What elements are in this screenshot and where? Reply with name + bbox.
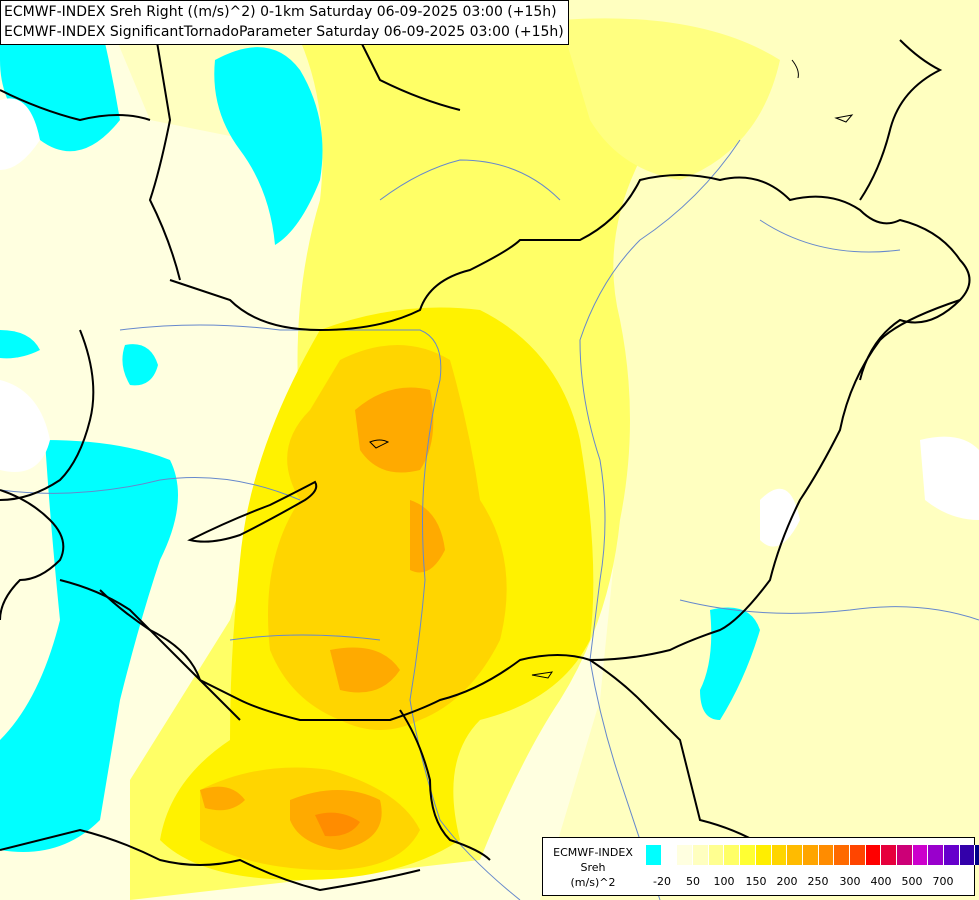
legend-swatch: [646, 845, 662, 865]
dark-orange-zone: [315, 812, 360, 837]
border-slovakia: [148, 0, 181, 281]
border-croatia: [59, 579, 241, 721]
legend-tick-label: 200: [776, 875, 798, 888]
border-bosnia: [0, 828, 421, 892]
river-tisza: [579, 139, 741, 900]
legend-swatch: [677, 845, 694, 865]
white-zone-southwest: [0, 380, 50, 472]
legend-unit: (m/s)^2: [570, 876, 616, 889]
lake-small-1: [369, 439, 390, 449]
legend-swatch: [818, 845, 835, 865]
color-legend: ECMWF-INDEX Sreh (m/s)^2 -20 50 100 150 200 2…: [542, 837, 979, 896]
legend-swatch: [849, 845, 866, 865]
legend-swatch: [881, 845, 897, 865]
legend-swatch: [661, 845, 678, 865]
legend-tick-label: 700: [932, 875, 954, 888]
legend-swatch: [928, 845, 945, 865]
orange-zone-southwest-small: [200, 786, 245, 811]
legend-tick-label: 500: [901, 875, 923, 888]
lake-small-4: [791, 59, 799, 79]
legend-swatch: [912, 845, 929, 865]
border-hungary: [99, 174, 971, 722]
white-zone-east: [920, 436, 979, 520]
border-romania-serbia: [589, 659, 771, 851]
legend-tick-label: 50: [686, 875, 700, 888]
legend-ticks: -20 50 100 150 200 250 300 400 500 700: [646, 875, 971, 889]
lake-small-3: [834, 114, 854, 123]
map-title: ECMWF-INDEX Sreh Right ((m/s)^2) 0-1km S…: [0, 0, 569, 45]
legend-tick-label: 400: [870, 875, 892, 888]
map-title-line-1: ECMWF-INDEX Sreh Right ((m/s)^2) 0-1km S…: [4, 4, 557, 20]
river-southeast: [679, 599, 979, 621]
river-south: [229, 634, 381, 641]
legend-swatch: [944, 845, 960, 865]
legend-swatch: [724, 845, 741, 865]
orange-zone-center: [410, 500, 445, 573]
legend-swatch: [834, 845, 850, 865]
pale-yellow-zone-east: [540, 60, 979, 900]
border-austria: [0, 89, 151, 122]
legend-swatch: [740, 845, 756, 865]
legend-swatch: [708, 845, 725, 865]
cyan-zone-small: [122, 344, 158, 386]
legend-swatch: [975, 845, 979, 865]
legend-swatch: [865, 845, 882, 865]
legend-swatches: [646, 845, 979, 865]
white-zone-southeast: [760, 488, 800, 547]
legend-tick-label: 300: [839, 875, 861, 888]
legend-tick-label: 150: [745, 875, 767, 888]
border-slovenia: [0, 489, 65, 621]
lake-outlines: [369, 59, 854, 679]
legend-swatch: [897, 845, 913, 865]
border-ukraine: [859, 39, 943, 201]
legend-swatch: [787, 845, 803, 865]
gold-zone: [268, 345, 507, 730]
border-romania: [859, 299, 961, 381]
cyan-zone-southwest: [0, 440, 178, 852]
legend-tick-label: 100: [713, 875, 735, 888]
border-serbia: [399, 709, 491, 861]
map-title-line-2: ECMWF-INDEX SignificantTornadoParameter …: [4, 24, 564, 40]
yellow-zone-north-lobe: [560, 18, 780, 181]
orange-zone-southwest: [330, 647, 400, 693]
legend-swatch: [802, 845, 819, 865]
cyan-zone-southeast: [700, 607, 760, 720]
legend-tick-label: -20: [653, 875, 671, 888]
legend-tick-label: 250: [807, 875, 829, 888]
lake-small-2: [531, 671, 554, 679]
legend-swatch: [771, 845, 788, 865]
border-west: [0, 329, 95, 501]
cyan-zone-west-mid: [0, 330, 40, 359]
legend-variable: Sreh: [580, 861, 606, 874]
river-west: [0, 477, 301, 501]
legend-title: ECMWF-INDEX: [553, 846, 633, 859]
lake-balaton: [187, 480, 318, 543]
cyan-zone-north: [214, 47, 323, 246]
river-east: [759, 219, 901, 253]
legend-swatch: [959, 845, 976, 865]
legend-swatch: [693, 845, 709, 865]
legend-swatch: [755, 845, 772, 865]
orange-zone-north: [355, 387, 434, 473]
white-zone-west: [0, 98, 40, 170]
river-north: [379, 159, 561, 201]
